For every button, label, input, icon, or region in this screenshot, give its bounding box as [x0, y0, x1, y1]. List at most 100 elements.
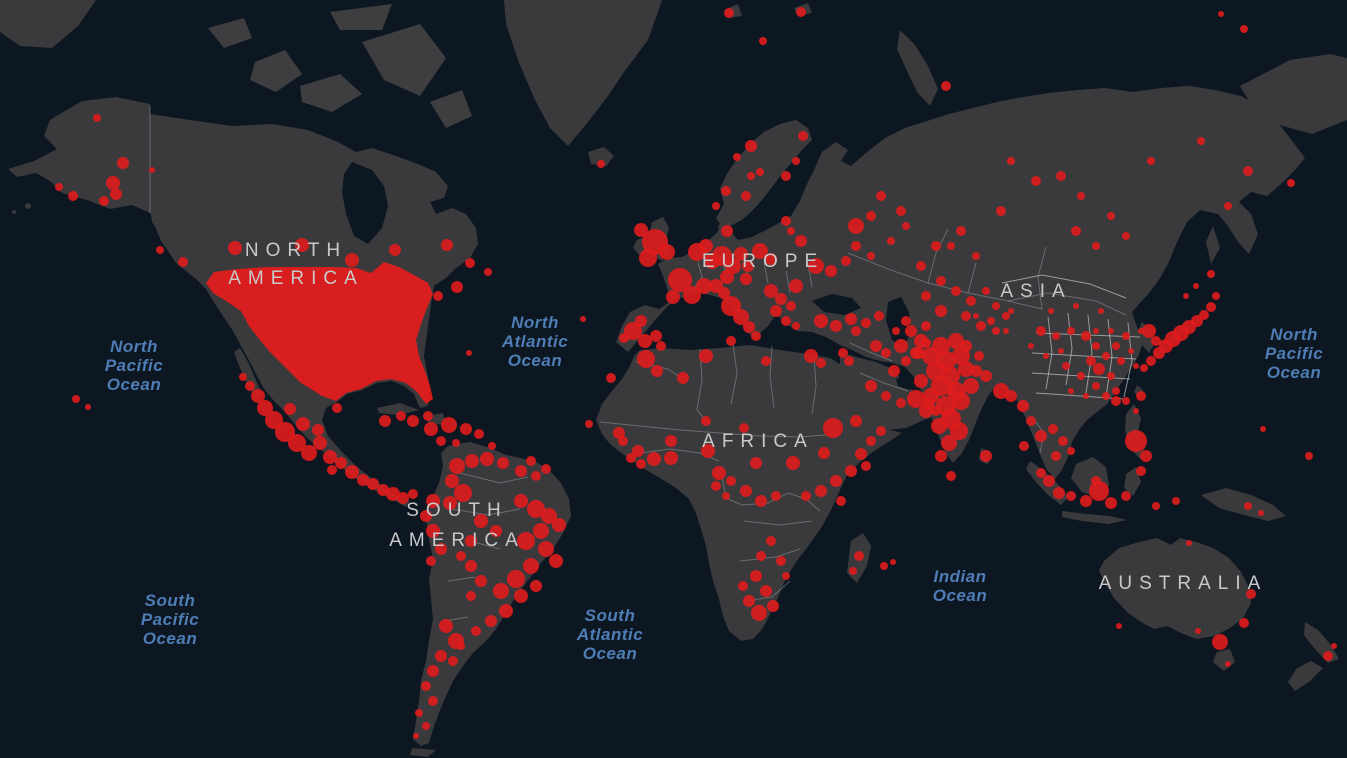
case-marker[interactable]: [760, 585, 772, 597]
case-marker[interactable]: [426, 494, 440, 508]
case-marker[interactable]: [1077, 192, 1085, 200]
case-marker[interactable]: [257, 400, 273, 416]
case-marker[interactable]: [733, 153, 741, 161]
case-marker[interactable]: [1058, 348, 1064, 354]
case-marker[interactable]: [782, 572, 790, 580]
case-marker[interactable]: [624, 322, 642, 340]
case-marker[interactable]: [838, 348, 848, 358]
case-marker[interactable]: [795, 235, 807, 247]
case-marker[interactable]: [335, 457, 347, 469]
case-marker[interactable]: [876, 426, 886, 436]
case-marker[interactable]: [712, 202, 720, 210]
case-marker[interactable]: [1093, 328, 1099, 334]
case-marker[interactable]: [951, 286, 961, 296]
case-marker[interactable]: [428, 696, 438, 706]
case-marker[interactable]: [451, 281, 463, 293]
case-marker[interactable]: [711, 481, 721, 491]
case-marker[interactable]: [531, 471, 541, 481]
case-marker[interactable]: [1142, 324, 1156, 338]
case-marker[interactable]: [1083, 393, 1089, 399]
case-marker[interactable]: [1052, 332, 1060, 340]
case-marker[interactable]: [606, 373, 616, 383]
case-marker[interactable]: [651, 365, 663, 377]
case-marker[interactable]: [465, 258, 475, 268]
case-marker[interactable]: [946, 471, 956, 481]
case-marker[interactable]: [484, 268, 492, 276]
case-marker[interactable]: [992, 302, 1000, 310]
case-marker[interactable]: [861, 461, 871, 471]
case-marker[interactable]: [902, 222, 910, 230]
case-marker[interactable]: [312, 424, 324, 436]
case-marker[interactable]: [734, 247, 748, 261]
case-marker[interactable]: [907, 390, 925, 408]
case-marker[interactable]: [764, 284, 778, 298]
case-marker[interactable]: [987, 317, 995, 325]
case-marker[interactable]: [1067, 447, 1075, 455]
case-marker[interactable]: [766, 536, 776, 546]
case-marker[interactable]: [786, 301, 796, 311]
case-marker[interactable]: [1031, 176, 1041, 186]
case-marker[interactable]: [755, 495, 767, 507]
case-marker[interactable]: [914, 374, 928, 388]
case-marker[interactable]: [301, 445, 317, 461]
case-marker[interactable]: [1152, 502, 1160, 510]
case-marker[interactable]: [963, 378, 979, 394]
case-marker[interactable]: [905, 325, 917, 337]
case-marker[interactable]: [426, 556, 436, 566]
case-marker[interactable]: [919, 404, 933, 418]
case-marker[interactable]: [397, 492, 409, 504]
case-marker[interactable]: [825, 265, 837, 277]
case-marker[interactable]: [740, 485, 752, 497]
case-marker[interactable]: [1197, 137, 1205, 145]
case-marker[interactable]: [585, 420, 593, 428]
case-marker[interactable]: [765, 253, 777, 265]
case-marker[interactable]: [739, 423, 749, 433]
case-marker[interactable]: [1066, 491, 1076, 501]
usa-case-blob[interactable]: [206, 262, 433, 404]
case-marker[interactable]: [845, 313, 857, 325]
case-marker[interactable]: [756, 551, 766, 561]
case-marker[interactable]: [982, 287, 990, 295]
case-marker[interactable]: [814, 314, 828, 328]
case-marker[interactable]: [1147, 157, 1155, 165]
case-marker[interactable]: [921, 291, 931, 301]
case-marker[interactable]: [538, 541, 554, 557]
case-marker[interactable]: [632, 445, 644, 457]
case-marker[interactable]: [901, 356, 911, 366]
case-marker[interactable]: [1067, 327, 1075, 335]
case-marker[interactable]: [99, 196, 109, 206]
case-markers-layer[interactable]: [55, 7, 1337, 739]
case-marker[interactable]: [345, 253, 359, 267]
case-marker[interactable]: [870, 340, 882, 352]
case-marker[interactable]: [110, 188, 122, 200]
case-marker[interactable]: [445, 474, 459, 488]
case-marker[interactable]: [722, 492, 730, 500]
case-marker[interactable]: [950, 422, 968, 440]
case-marker[interactable]: [718, 287, 730, 299]
case-marker[interactable]: [474, 514, 488, 528]
case-marker[interactable]: [960, 340, 972, 352]
case-marker[interactable]: [1195, 628, 1201, 634]
case-marker[interactable]: [913, 347, 925, 359]
case-marker[interactable]: [743, 321, 755, 333]
case-marker[interactable]: [1092, 342, 1100, 350]
case-marker[interactable]: [804, 349, 818, 363]
case-marker[interactable]: [466, 350, 472, 356]
case-marker[interactable]: [514, 589, 528, 603]
case-marker[interactable]: [1043, 353, 1049, 359]
case-marker[interactable]: [836, 496, 846, 506]
case-marker[interactable]: [750, 570, 762, 582]
case-marker[interactable]: [1128, 348, 1134, 354]
case-marker[interactable]: [228, 241, 242, 255]
case-marker[interactable]: [901, 316, 911, 326]
case-marker[interactable]: [881, 391, 891, 401]
case-marker[interactable]: [1081, 331, 1091, 341]
case-marker[interactable]: [475, 575, 487, 587]
case-marker[interactable]: [683, 286, 701, 304]
case-marker[interactable]: [874, 311, 884, 321]
case-marker[interactable]: [465, 454, 479, 468]
case-marker[interactable]: [1089, 481, 1109, 501]
case-marker[interactable]: [1117, 357, 1125, 365]
case-marker[interactable]: [1125, 430, 1147, 452]
